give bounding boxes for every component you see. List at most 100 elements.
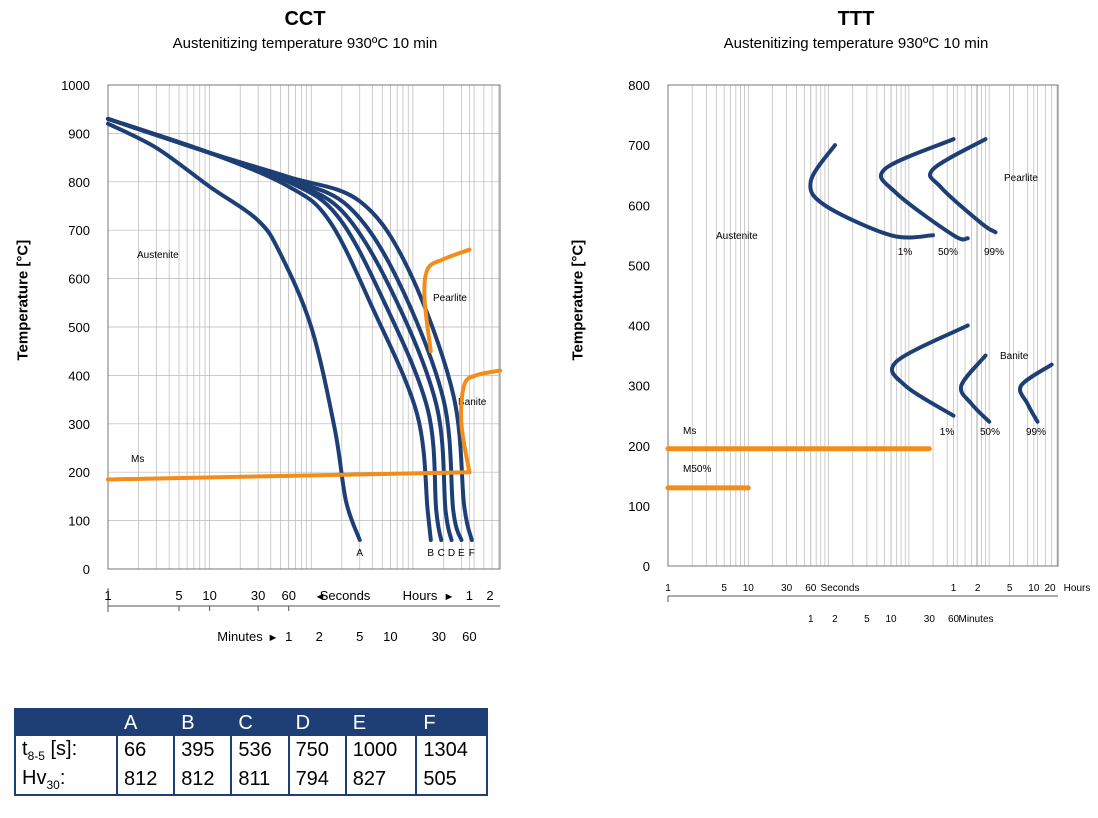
austenite-label: Austenite [137,250,179,261]
table-cell: 536 [230,736,289,765]
minutes-tick-label: 60 [948,614,960,625]
banite-percent-label: 1% [940,427,955,438]
austenite-label: Austenite [716,231,758,242]
curve-label-f: F [469,548,475,559]
minutes-tick-label: 1 [808,614,814,625]
table-header-a: A [115,709,175,736]
table-row-hv30: Hv30: 812 812 811 794 827 505 [15,765,487,795]
pearlite-percent-label: 50% [938,247,958,258]
table-cell: 827 [344,765,417,795]
table-cell: 66 [115,736,175,765]
y-tick-label: 700 [628,138,650,153]
curve-label-b: B [427,548,434,559]
table-cell: 395 [173,736,232,765]
seconds-tick-label: 30 [781,583,793,594]
hours-tick-label: 1 [951,583,957,594]
table-cell: 1000 [344,736,417,765]
ttt-plot-frame [667,84,1059,567]
ttt-curve-banite-1- [890,323,970,418]
banite-percent-label: 50% [980,427,1000,438]
table-cell: 1304 [415,736,487,765]
curve-label-e: E [458,548,465,559]
curve-label-a: A [356,548,363,559]
table-header-f: F [415,709,487,736]
cct-curve-a [106,121,362,542]
table-cell: 750 [287,736,346,765]
pearlite-percent-label: 1% [898,247,913,258]
table-header-c: C [230,709,289,736]
ttt-curve-banite-50- [958,353,992,424]
y-tick-label: 200 [628,439,650,454]
seconds-tick-label: 60 [805,583,817,594]
y-tick-label: 200 [68,465,90,480]
y-tick-label: 0 [643,559,650,574]
cct-curve-f [106,116,474,542]
minutes-label: Minutes [217,629,263,644]
minutes-tick-label: 10 [885,614,897,625]
ttt-curve-pearlite-1- [808,143,935,240]
y-tick-label: 600 [628,198,650,213]
pearlite-label: Pearlite [1004,173,1038,184]
seconds-tick-label: 30 [251,588,265,603]
table-row-t85: t8-5 [s]: 66 395 536 750 1000 1304 [15,736,487,765]
table-cell: 794 [287,765,346,795]
y-tick-label: 800 [628,78,650,93]
m50-label: M50% [683,464,711,475]
minutes-tick-label: 2 [832,614,838,625]
banite-label: Banite [1000,351,1029,362]
seconds-tick-label: 5 [721,583,727,594]
ttt-curve-pearlite-50- [878,137,970,242]
banite-percent-label: 99% [1026,427,1046,438]
y-tick-label: 800 [68,175,90,190]
table-header-b: B [173,709,232,736]
ttt-curve-pearlite-99- [927,137,998,235]
cct-line-banite [459,368,502,475]
cct-subtitle: Austenitizing temperature 930ºC 10 min [172,35,438,52]
hours-tick-label: 5 [1007,583,1013,594]
ms-label: Ms [683,426,696,437]
hours-label: Hours [403,588,438,603]
table-cell: 811 [230,765,289,795]
seconds-label: Seconds [821,583,860,594]
cct-plot-frame [107,84,501,570]
y-tick-label: 1000 [61,78,90,93]
y-tick-label: 400 [68,368,90,383]
table-cell: 505 [415,765,487,795]
minutes-tick-label: 1 [285,629,292,644]
hours-tick-label: 20 [1044,583,1056,594]
y-tick-label: 600 [68,272,90,287]
right-arrow-icon: ► [268,632,279,644]
table-header-d: D [287,709,346,736]
hours-label: Hours [1064,583,1091,594]
seconds-tick-label: 5 [175,588,182,603]
cct-line-ms [106,470,472,482]
row-label-t85: t8-5 [s]: [22,738,78,763]
seconds-tick-label: 1 [665,583,671,594]
minutes-tick-label: 30 [924,614,936,625]
hours-tick-label: 10 [1028,583,1040,594]
y-tick-label: 100 [68,514,90,529]
minutes-label: Minutes [958,614,993,625]
seconds-tick-label: 60 [281,588,295,603]
seconds-label: Seconds [320,588,371,603]
curve-label-d: D [448,548,455,559]
y-tick-label: 300 [628,379,650,394]
pearlite-label: Pearlite [433,293,467,304]
y-tick-label: 0 [83,562,90,577]
seconds-tick-label: 1 [104,588,111,603]
ms-label: Ms [131,454,144,465]
seconds-tick-label: 10 [202,588,216,603]
table-header-row: A B C D E F [15,709,487,736]
y-tick-label: 900 [68,126,90,141]
seconds-tick-label: 10 [743,583,755,594]
left-arrow-icon: ◄ [315,591,326,603]
hours-tick-label: 2 [486,588,493,603]
table-cell: 812 [173,765,232,795]
hours-tick-label: 1 [466,588,473,603]
ttt-title: TTT [837,8,875,30]
pearlite-percent-label: 99% [984,247,1004,258]
banite-label: Banite [458,397,487,408]
minutes-tick-label: 30 [432,629,446,644]
right-arrow-icon: ► [444,591,455,603]
